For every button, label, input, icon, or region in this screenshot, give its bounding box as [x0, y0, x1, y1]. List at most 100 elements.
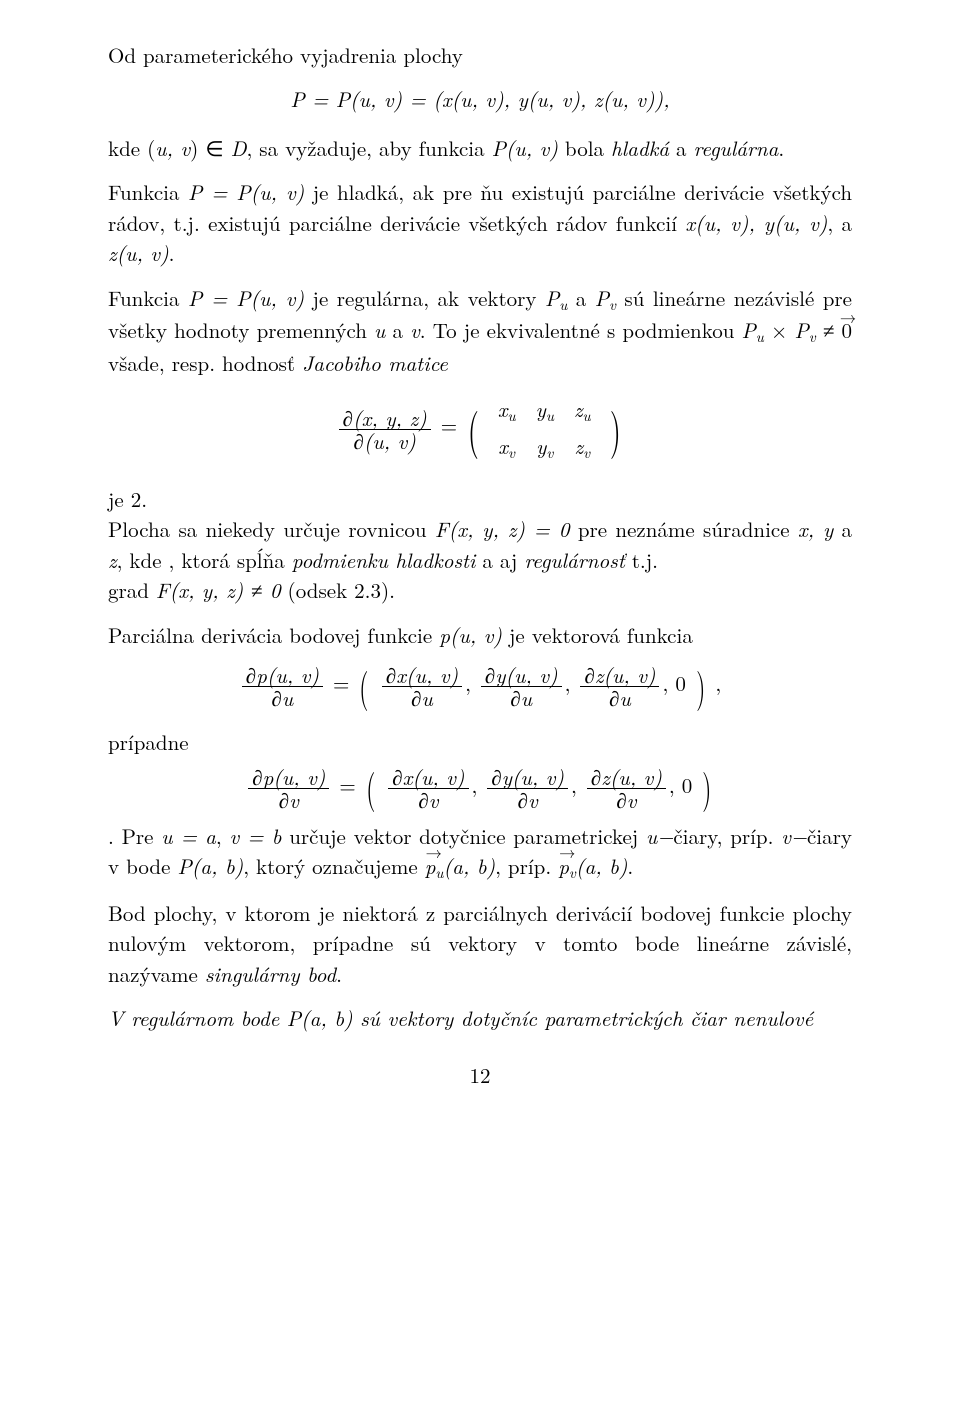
- eq-parametric: P = P(u, v) = (x(u, v), y(u, v), z(u, v)…: [108, 84, 852, 114]
- t: v−: [781, 821, 807, 851]
- t: P: [595, 283, 609, 313]
- t: (odsek 2.3).: [281, 575, 395, 605]
- paren-left: (: [359, 667, 368, 703]
- em-hladk: podmienku hladkosti: [292, 545, 476, 575]
- vec-zero: 0: [842, 315, 853, 345]
- t: a: [833, 514, 852, 544]
- t: ∂v: [248, 789, 329, 811]
- t: y: [536, 431, 546, 461]
- t: ∂v: [487, 789, 568, 811]
- sub: u: [507, 405, 515, 426]
- t: (a, b): [444, 851, 496, 881]
- sub: u: [546, 405, 554, 426]
- t: , príp.: [495, 851, 558, 881]
- para-u-a-v-b: . Pre u = a, v = b určuje vektor dotyčni…: [108, 821, 852, 884]
- para-pripadne: prípadne: [108, 727, 852, 757]
- paren-right: ): [702, 768, 711, 804]
- para-singularny: Bod plochy, v ktorom je niektorá z parci…: [108, 898, 852, 989]
- t: P: [545, 283, 559, 313]
- jac-frac: ∂(x, y, z) ∂(u, v): [336, 407, 434, 452]
- em-regularna: regulárna: [694, 133, 779, 163]
- t: u−: [646, 821, 673, 851]
- t1: ∂x(u, v) ∂v: [385, 766, 471, 811]
- t: ) ∈: [190, 133, 230, 163]
- t: P(a, b): [177, 851, 243, 881]
- lhs: ∂p(u, v) ∂v: [245, 766, 332, 811]
- t: u: [374, 315, 385, 345]
- t: p(u, v): [439, 620, 502, 650]
- para-uv-in-D: kde (u, v) ∈ D, sa vyžaduje, aby funkcia…: [108, 133, 852, 163]
- t: . Pre: [108, 821, 161, 851]
- em-regularnom: V regulárnom bode: [108, 1003, 287, 1033]
- sub: u: [583, 405, 591, 426]
- t: z: [574, 394, 583, 424]
- page-number: 12: [108, 1060, 852, 1090]
- t: ∂v: [388, 789, 468, 811]
- t: D: [231, 133, 247, 163]
- sub: u: [756, 326, 764, 347]
- eq-partial-v: ∂p(u, v) ∂v = ( ∂x(u, v) ∂v , ∂y(u, v) ∂…: [108, 766, 852, 811]
- t: , kde , ktorá spĺňa: [117, 545, 292, 575]
- para-intro: Od parameterického vyjadrenia plochy: [108, 40, 852, 70]
- paren-left: (: [366, 768, 375, 804]
- t: F(x, y, z) ≠ 0: [156, 575, 281, 605]
- t: (a, b): [576, 851, 628, 881]
- t: ∂u: [382, 687, 462, 709]
- t: bola: [558, 133, 611, 163]
- t3: ∂z(u, v) ∂u: [577, 664, 662, 709]
- t: =: [333, 668, 356, 698]
- t: p: [425, 851, 436, 881]
- t: Funkcia: [108, 177, 188, 207]
- t: .: [627, 851, 633, 881]
- t: x(u, v), y(u, v): [685, 208, 827, 238]
- para-regularna: Funkcia P = P(u, v) je regulárna, ak vek…: [108, 283, 852, 379]
- em-singularny: singulárny bod: [205, 959, 336, 989]
- para-hladka: Funkcia P = P(u, v) je hladká, ak pre ňu…: [108, 177, 852, 268]
- t: z: [575, 431, 584, 461]
- t: Funkcia: [108, 283, 188, 313]
- t: a: [385, 315, 410, 345]
- eq-partial-u: ∂p(u, v) ∂u = ( ∂x(u, v) ∂u , ∂y(u, v) ∂…: [108, 664, 852, 709]
- para-grad: grad F(x, y, z) ≠ 0 (odsek 2.3).: [108, 575, 852, 605]
- t: v: [410, 315, 420, 345]
- t2: ∂y(u, v) ∂u: [478, 664, 565, 709]
- t: ≠: [816, 315, 842, 345]
- t: a: [567, 283, 594, 313]
- t: kde (: [108, 133, 155, 163]
- paren-left: (: [468, 406, 479, 449]
- em-hladka: hladká: [611, 133, 669, 163]
- t: pre neznáme súradnice: [570, 514, 798, 544]
- t: ×: [764, 315, 795, 345]
- para-parc-deriv: Parciálna derivácia bodovej funkcie p(u,…: [108, 620, 852, 650]
- eq-text: P = P(u, v) = (x(u, v), y(u, v), z(u, v)…: [290, 84, 669, 114]
- vec-pu: pu: [425, 851, 444, 884]
- vec-pv: pv: [558, 851, 576, 884]
- t: a: [669, 133, 694, 163]
- t3: ∂z(u, v) ∂v: [584, 766, 669, 811]
- t: .: [778, 133, 784, 163]
- paren-right: ): [696, 667, 705, 703]
- t: , ktorý označujeme: [243, 851, 424, 881]
- t: ∂(u, v): [339, 430, 431, 452]
- lhs: ∂p(u, v) ∂u: [239, 664, 326, 709]
- t: je regulárna, ak vektory: [304, 283, 545, 313]
- t: P = P(u, v): [188, 177, 304, 207]
- t: .: [169, 238, 175, 268]
- sub: v: [569, 862, 576, 883]
- t: F(x, y, z) = 0: [435, 514, 570, 544]
- para-regularny-bod: V regulárnom bode P(a, b) sú vektory dot…: [108, 1003, 852, 1033]
- t: . To je ekvivalentné s podmienkou: [420, 315, 742, 345]
- sub: v: [508, 442, 515, 463]
- t: z: [108, 545, 117, 575]
- em-rest: sú vektory dotyčníc parametrických čiar …: [353, 1003, 814, 1033]
- t: u, v: [155, 133, 190, 163]
- t: ∂v: [587, 789, 666, 811]
- para-je2a: je 2.: [108, 484, 852, 514]
- t: x, y: [798, 514, 833, 544]
- t: ∂u: [580, 687, 659, 709]
- em-jacobi: Jacobiho matice: [302, 348, 448, 378]
- t: , a: [827, 208, 852, 238]
- para-je2b: Plocha sa niekedy určuje rovnicou F(x, y…: [108, 514, 852, 575]
- sub: v: [609, 293, 616, 314]
- t: =: [339, 770, 362, 800]
